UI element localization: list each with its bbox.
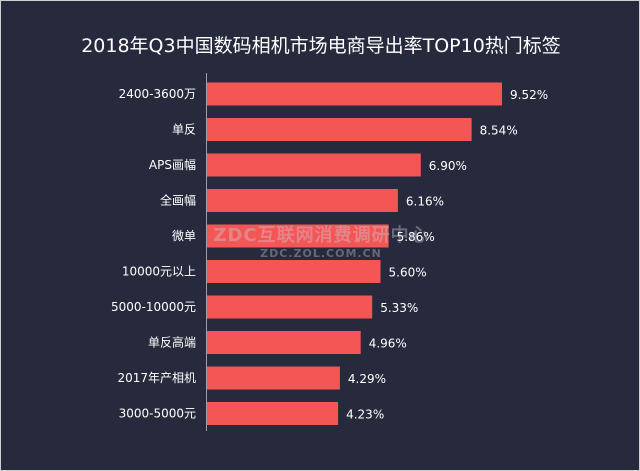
category-label: 微单 xyxy=(172,229,196,243)
category-label: 2400-3600万 xyxy=(119,87,196,101)
category-label: 10000元以上 xyxy=(122,265,196,279)
category-label: 5000-10000元 xyxy=(111,300,196,314)
bar xyxy=(207,295,373,319)
bar xyxy=(207,153,421,177)
category-label: 单反 xyxy=(172,123,196,137)
bar xyxy=(207,118,472,141)
value-label: 5.33% xyxy=(380,301,418,315)
value-label: 8.54% xyxy=(480,124,518,138)
bar xyxy=(207,224,389,248)
value-label: 5.60% xyxy=(389,266,427,280)
value-label: 4.29% xyxy=(348,372,386,386)
bar xyxy=(207,82,502,106)
bar xyxy=(207,402,339,425)
bar xyxy=(207,366,340,390)
bar xyxy=(207,260,381,283)
value-label: 6.90% xyxy=(429,159,467,173)
bar xyxy=(207,331,361,354)
value-label: 4.96% xyxy=(369,337,407,351)
value-label: 5.86% xyxy=(397,230,435,244)
bar xyxy=(207,189,398,212)
category-label: 2017年产相机 xyxy=(117,371,196,385)
category-label: APS画幅 xyxy=(149,157,196,172)
category-label: 全画幅 xyxy=(160,193,196,208)
value-label: 4.23% xyxy=(346,408,384,422)
value-label: 9.52% xyxy=(510,88,548,102)
value-label: 6.16% xyxy=(406,195,444,209)
chart-title: 2018年Q3中国数码相机市场电商导出率TOP10热门标签 xyxy=(81,35,561,57)
category-label: 单反高端 xyxy=(148,335,196,350)
category-label: 3000-5000元 xyxy=(119,407,196,421)
